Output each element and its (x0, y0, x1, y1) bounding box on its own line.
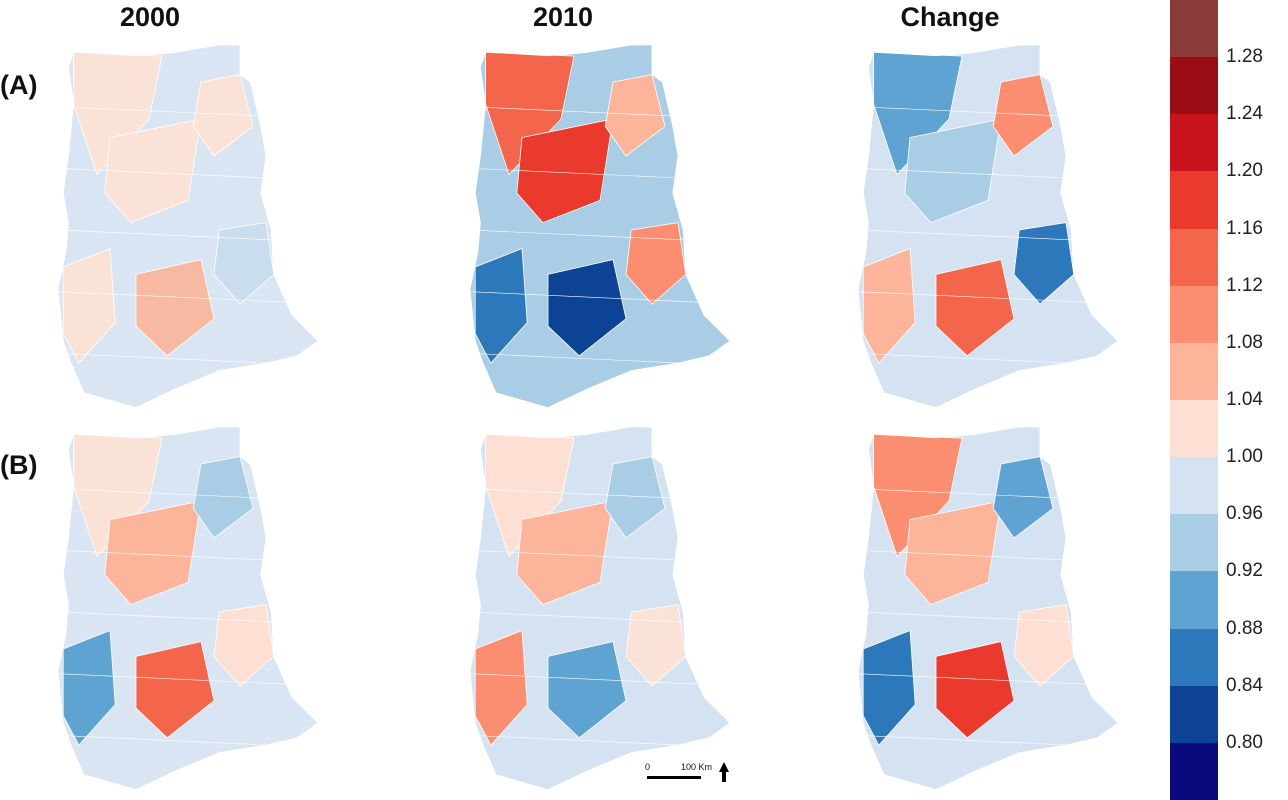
legend-tick-label: 1.20 (1226, 160, 1263, 182)
district-region (135, 641, 215, 739)
district-region (516, 118, 614, 224)
district-region (604, 74, 666, 157)
district-region (135, 259, 215, 357)
legend-swatch (1170, 228, 1218, 286)
choropleth-maps (57, 44, 1119, 791)
district-region (904, 118, 1002, 224)
district-region (192, 456, 254, 539)
district-region (104, 500, 202, 606)
legend-tick-label: 1.04 (1226, 389, 1263, 410)
district-region (935, 259, 1015, 357)
legend-swatch (1170, 57, 1218, 115)
district-region (1013, 222, 1075, 305)
district-region (213, 604, 275, 687)
district-region (992, 74, 1054, 157)
legend-swatch (1170, 685, 1218, 743)
district-region (604, 456, 666, 539)
district-boundary (858, 673, 1118, 686)
district-boundary (858, 291, 1118, 304)
legend-swatch (1170, 457, 1218, 515)
district-region (474, 629, 528, 746)
district-region (104, 118, 202, 224)
column-title-2000: 2000 (119, 2, 181, 32)
district-region (62, 629, 116, 746)
district-region (474, 247, 528, 364)
scale-bar: 0 100 Km (645, 762, 735, 792)
map-panel-b-2000 (57, 426, 319, 791)
legend-tick-label: 1.24 (1226, 103, 1263, 125)
legend-swatch (1170, 114, 1218, 172)
district-region (862, 629, 916, 746)
district-region (992, 456, 1054, 539)
legend-tick-label: 0.92 (1226, 560, 1263, 582)
legend-swatch (1170, 571, 1218, 629)
district-region (516, 500, 614, 606)
scale-bar-line (647, 776, 701, 779)
district-boundary (58, 673, 318, 686)
district-region (62, 247, 116, 364)
column-title-change: Change (900, 2, 1000, 32)
map-panel-a-change (857, 44, 1119, 409)
legend-tick-label: 1.28 (1226, 46, 1263, 68)
legend-swatch (1170, 742, 1218, 800)
legend-color-bar (1170, 0, 1218, 800)
scale-bar-distance-label: 100 Km (681, 762, 713, 772)
legend-tick-label: 0.96 (1226, 503, 1263, 525)
district-region (1013, 604, 1075, 687)
district-region (935, 641, 1015, 739)
legend-tick-label: 1.16 (1226, 217, 1263, 239)
map-panel-a-2000 (57, 44, 319, 409)
legend-swatch (1170, 342, 1218, 400)
map-panel-b-2010 (469, 426, 731, 791)
district-boundary (470, 673, 730, 686)
north-arrow-icon (719, 762, 729, 782)
legend-swatch (1170, 285, 1218, 343)
legend-swatch (1170, 514, 1218, 572)
district-region (862, 247, 916, 364)
row-label-a: (A) (0, 70, 38, 100)
scale-bar-zero-label: 0 (645, 762, 651, 772)
district-region (547, 641, 627, 739)
legend-tick-label: 1.08 (1226, 331, 1263, 353)
legend-swatch (1170, 628, 1218, 686)
row-label-b: (B) (0, 450, 38, 480)
legend-tick-label: 0.80 (1226, 731, 1263, 753)
column-title-2010: 2010 (532, 2, 594, 32)
legend-swatch (1170, 0, 1218, 58)
district-boundary (470, 291, 730, 304)
district-region (213, 222, 275, 305)
district-region (192, 74, 254, 157)
legend-swatch (1170, 171, 1218, 229)
district-region (625, 604, 687, 687)
district-region (547, 259, 627, 357)
legend-tick-label: 0.84 (1226, 674, 1263, 696)
legend-tick-label: 1.00 (1226, 446, 1263, 468)
color-legend: 1.28 1.24 1.20 1.16 1.12 1.08 1.04 1.00 0.96 0.92… (1170, 0, 1288, 800)
legend-tick-label: 1.12 (1226, 274, 1263, 296)
map-panel-b-change (857, 426, 1119, 791)
map-panel-a-2010 (469, 44, 731, 409)
district-boundary (58, 291, 318, 304)
legend-tick-label: 0.88 (1226, 617, 1263, 639)
legend-swatch (1170, 399, 1218, 458)
district-region (625, 222, 687, 305)
district-region (904, 500, 1002, 606)
